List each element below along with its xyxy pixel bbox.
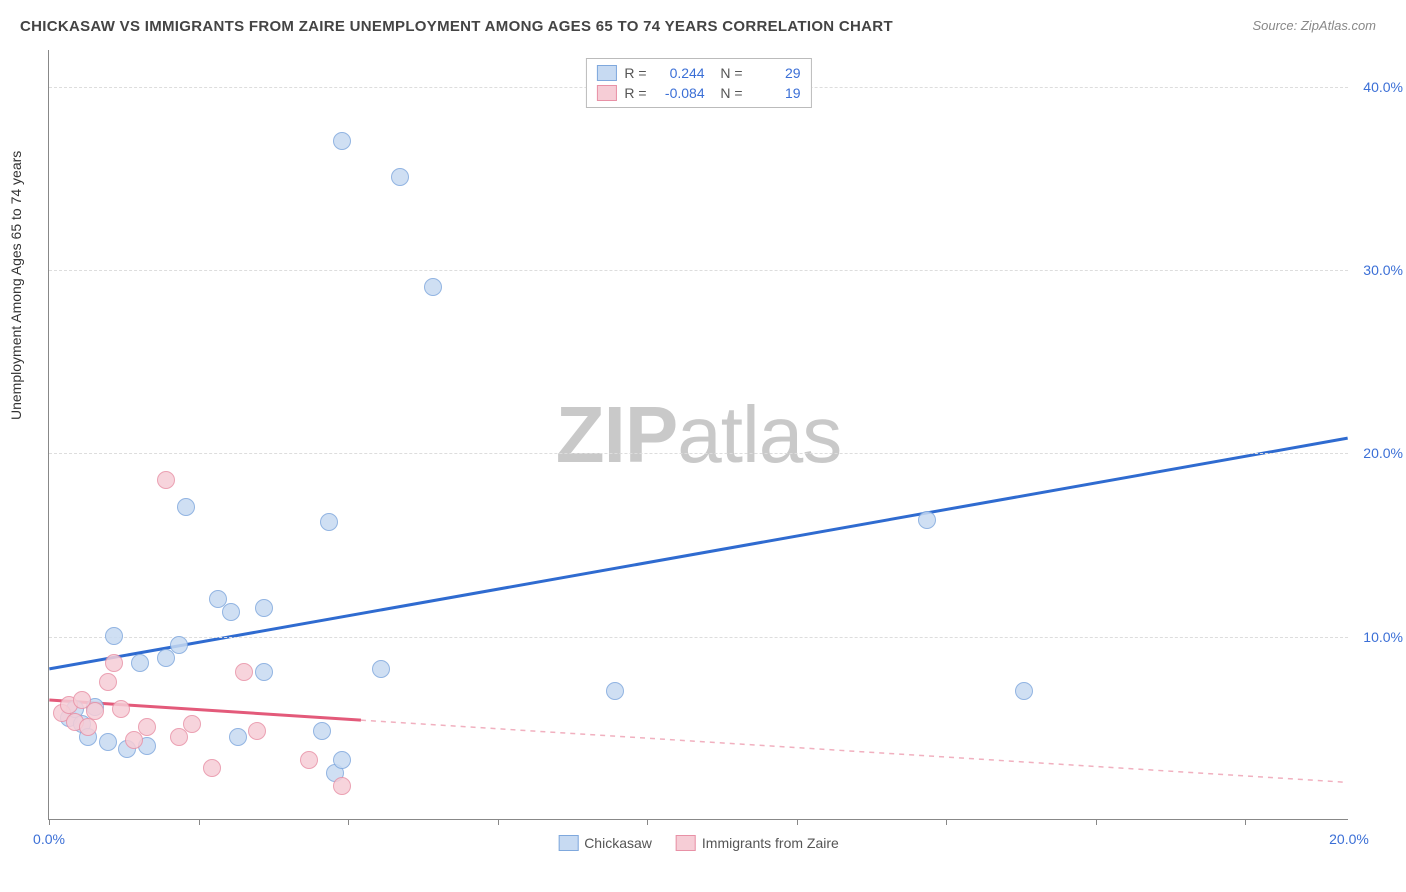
plot-area: ZIPatlas 10.0%20.0%30.0%40.0%0.0%20.0% R… [48, 50, 1348, 820]
n-value-1: 29 [751, 65, 801, 81]
n-value-2: 19 [751, 85, 801, 101]
n-label: N = [713, 65, 743, 81]
n-label-2: N = [713, 85, 743, 101]
data-point [105, 627, 123, 645]
data-point [229, 728, 247, 746]
data-point [333, 777, 351, 795]
gridline [49, 270, 1348, 271]
x-tick [1096, 819, 1097, 825]
data-point [372, 660, 390, 678]
data-point [333, 132, 351, 150]
watermark: ZIPatlas [556, 389, 841, 481]
swatch-series1 [596, 65, 616, 81]
data-point [222, 603, 240, 621]
x-tick-label: 20.0% [1329, 831, 1369, 847]
watermark-bold: ZIP [556, 390, 677, 479]
y-tick-label: 40.0% [1363, 79, 1403, 95]
legend-label-1: Chickasaw [584, 835, 652, 851]
data-point [112, 700, 130, 718]
data-point [105, 654, 123, 672]
data-point [300, 751, 318, 769]
data-point [157, 471, 175, 489]
data-point [918, 511, 936, 529]
legend-item-2: Immigrants from Zaire [676, 835, 839, 851]
swatch-series2 [596, 85, 616, 101]
data-point [86, 702, 104, 720]
x-tick [946, 819, 947, 825]
data-point [320, 513, 338, 531]
data-point [255, 663, 273, 681]
stats-row-2: R = -0.084 N = 19 [596, 83, 800, 103]
x-tick [647, 819, 648, 825]
r-label: R = [624, 65, 646, 81]
r-value-2: -0.084 [655, 85, 705, 101]
gridline [49, 453, 1348, 454]
stats-legend-box: R = 0.244 N = 29 R = -0.084 N = 19 [585, 58, 811, 108]
y-tick-label: 10.0% [1363, 629, 1403, 645]
data-point [255, 599, 273, 617]
x-tick [1245, 819, 1246, 825]
data-point [99, 673, 117, 691]
watermark-light: atlas [677, 390, 841, 479]
data-point [333, 751, 351, 769]
legend-label-2: Immigrants from Zaire [702, 835, 839, 851]
data-point [99, 733, 117, 751]
data-point [235, 663, 253, 681]
legend-swatch-2 [676, 835, 696, 851]
x-tick-label: 0.0% [33, 831, 65, 847]
data-point [391, 168, 409, 186]
x-tick [199, 819, 200, 825]
r-value-1: 0.244 [655, 65, 705, 81]
stats-row-1: R = 0.244 N = 29 [596, 63, 800, 83]
data-point [313, 722, 331, 740]
legend-swatch-1 [558, 835, 578, 851]
x-tick [498, 819, 499, 825]
data-point [131, 654, 149, 672]
data-point [248, 722, 266, 740]
chart-svg [49, 50, 1348, 819]
source-label: Source: ZipAtlas.com [1252, 18, 1376, 33]
data-point [1015, 682, 1033, 700]
data-point [203, 759, 221, 777]
y-tick-label: 30.0% [1363, 262, 1403, 278]
data-point [177, 498, 195, 516]
data-point [606, 682, 624, 700]
y-tick-label: 20.0% [1363, 445, 1403, 461]
chart-title: CHICKASAW VS IMMIGRANTS FROM ZAIRE UNEMP… [20, 18, 893, 35]
data-point [79, 718, 97, 736]
legend-item-1: Chickasaw [558, 835, 652, 851]
data-point [424, 278, 442, 296]
r-label-2: R = [624, 85, 646, 101]
y-axis-label: Unemployment Among Ages 65 to 74 years [8, 151, 24, 420]
x-tick [49, 819, 50, 825]
legend-bottom: Chickasaw Immigrants from Zaire [558, 835, 839, 851]
data-point [138, 718, 156, 736]
x-tick [797, 819, 798, 825]
gridline [49, 637, 1348, 638]
data-point [183, 715, 201, 733]
data-point [170, 636, 188, 654]
x-tick [348, 819, 349, 825]
